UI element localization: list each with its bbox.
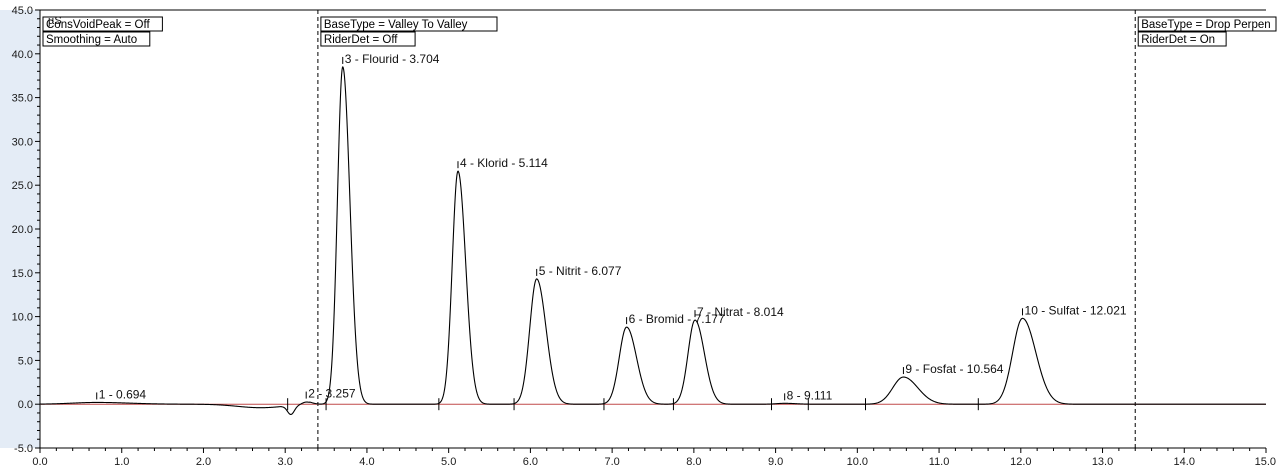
- y-tick-label: 5.0: [18, 355, 33, 367]
- x-tick-label: 2.0: [196, 456, 211, 468]
- peak-label: 4 - Klorid - 5.114: [460, 156, 548, 170]
- x-ticks: 0.0 1.0 2.0 3.0 4.0 5.0 6.0 7.0 8.0 9.0 10.0 11.0 12…: [32, 448, 1276, 468]
- peak-label: 5 - Nitrit - 6.077: [539, 264, 622, 278]
- parameter-box-frame: [320, 31, 416, 47]
- y-tick-label: 20.0: [12, 224, 33, 236]
- y-axis-band-fill: [0, 10, 40, 448]
- parameter-text: Smoothing = Auto: [46, 34, 137, 46]
- x-tick-label: 13.0: [1092, 456, 1113, 468]
- parameter-box-frame: [1137, 31, 1227, 47]
- parameter-box: BaseType = Valley To Valley RiderDet = Of…: [320, 16, 498, 47]
- parameter-text: RiderDet = Off: [324, 34, 398, 46]
- peak-label: 2 - 3.257: [308, 387, 356, 401]
- parameter-box-frame: [320, 16, 498, 32]
- parameter-box: BaseType = Drop Perpen RiderDet = On: [1137, 16, 1277, 47]
- parameter-boxes: ConsVoidPeak = Off Smoothing = Auto BaseTy…: [42, 16, 1277, 47]
- y-tick-label: 30.0: [12, 136, 33, 148]
- x-tick-label: 3.0: [278, 456, 293, 468]
- parameter-text: ConsVoidPeak = Off: [46, 19, 150, 31]
- x-tick-label: 5.0: [441, 456, 456, 468]
- y-tick-label: -5.0: [14, 443, 33, 455]
- y-tick-label: 15.0: [12, 268, 33, 280]
- peak-label: 8 - 9.111: [787, 388, 833, 402]
- parameter-box-frame: [42, 31, 151, 47]
- peak-label: 1 - 0.694: [99, 387, 147, 401]
- peak-label: 10 - Sulfat - 12.021: [1025, 303, 1127, 317]
- parameter-text: BaseType = Drop Perpen: [1141, 19, 1270, 31]
- x-tick-label: 12.0: [1010, 456, 1031, 468]
- trace: [39, 65, 1266, 416]
- x-tick-label: 9.0: [768, 456, 783, 468]
- peak-labels: 1 - 0.694 2 - 3.257 3 - Flourid - 3.704 4 -…: [96, 52, 1127, 402]
- y-tick-label: 0.0: [18, 399, 33, 411]
- y-tick-label: 45.0: [12, 5, 33, 17]
- parameter-box-frame: [42, 16, 163, 32]
- x-tick-label: 8.0: [686, 456, 701, 468]
- y-axis-band: [0, 10, 40, 448]
- chromatogram-trace: [39, 65, 1266, 416]
- y-axis-unit-label: µS: [48, 15, 62, 27]
- x-tick-label: 1.0: [114, 456, 129, 468]
- y-tick-label: 35.0: [12, 93, 33, 105]
- parameter-text: BaseType = Valley To Valley: [324, 19, 468, 31]
- peak-label: 7 - Nitrat - 8.014: [697, 305, 784, 319]
- x-tick-label: 4.0: [359, 456, 374, 468]
- x-tick-label: 11.0: [929, 456, 950, 468]
- x-tick-label: 15.0: [1255, 456, 1276, 468]
- parameter-box-frame: [1137, 16, 1277, 32]
- x-tick-label: 10.0: [847, 456, 868, 468]
- x-tick-label: 0.0: [32, 456, 47, 468]
- baseline-markers: [287, 398, 979, 411]
- y-ticks: -5.0 0.0 5.0 10.0 15.0 20.0 25.0 30.0 35.0 40.0 45…: [12, 5, 40, 455]
- x-tick-label: 7.0: [604, 456, 619, 468]
- y-tick-label: 10.0: [12, 312, 33, 324]
- x-tick-label: 6.0: [523, 456, 538, 468]
- x-tick-label: 14.0: [1174, 456, 1195, 468]
- y-tick-label: 25.0: [12, 180, 33, 192]
- peak-label: 6 - Bromid - 7.177: [629, 312, 725, 326]
- peak-label: 3 - Flourid - 3.704: [345, 52, 440, 66]
- parameter-box: ConsVoidPeak = Off Smoothing = Auto: [42, 16, 163, 47]
- parameter-text: RiderDet = On: [1141, 34, 1215, 46]
- y-tick-label: 40.0: [12, 49, 33, 61]
- peak-label: 9 - Fosfat - 10.564: [905, 362, 1003, 376]
- event-lines: [317, 10, 1136, 448]
